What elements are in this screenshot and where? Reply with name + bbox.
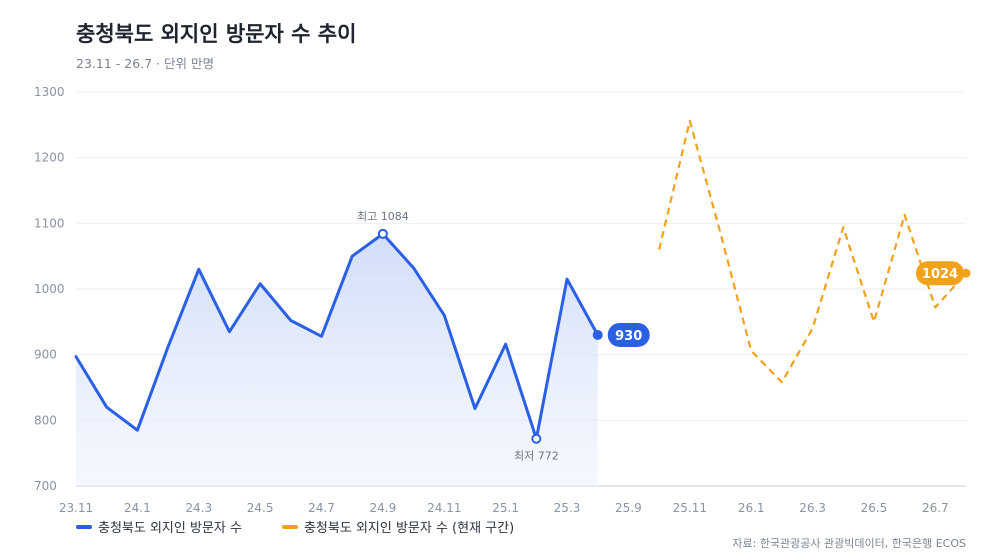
x-tick-label: 24.11	[427, 501, 461, 515]
y-tick-label: 800	[34, 413, 57, 427]
forecast-end-dot	[961, 268, 971, 278]
x-tick-label: 24.1	[124, 501, 151, 515]
legend-swatch-actual	[76, 524, 92, 529]
min-annotation: 최저 772	[514, 450, 559, 463]
annotation-layer: 최고 1084 최저 772 930 1024	[357, 210, 971, 463]
x-tick-label: 25.11	[673, 501, 707, 515]
legend: 충청북도 외지인 방문자 수 충청북도 외지인 방문자 수 (현재 구간)	[76, 517, 554, 536]
x-tick-label: 26.5	[861, 501, 888, 515]
x-tick-label: 24.9	[370, 501, 397, 515]
source-note: 자료: 한국관광공사 관광빅데이터, 한국은행 ECOS	[732, 537, 966, 550]
min-point-marker	[531, 433, 542, 444]
chart-subtitle: 23.11 - 26.7 · 단위 만명	[76, 56, 214, 71]
legend-label-forecast: 충청북도 외지인 방문자 수 (현재 구간)	[303, 521, 515, 536]
x-tick-label: 26.7	[922, 501, 949, 515]
y-tick-label: 1300	[34, 85, 65, 99]
actual-end-dot	[592, 329, 603, 340]
series-actual-area	[76, 233, 598, 486]
y-axis: 700 800 900 1000 1100 1200 1300	[34, 85, 65, 493]
y-tick-label: 900	[34, 348, 57, 362]
x-tick-label: 24.5	[247, 501, 274, 515]
legend-swatch-forecast	[281, 524, 298, 529]
chart-title: 충청북도 외지인 방문자 수 추이	[76, 22, 357, 46]
y-tick-label: 1100	[34, 216, 65, 230]
legend-label-actual: 충청북도 외지인 방문자 수	[98, 521, 242, 536]
y-tick-label: 700	[34, 479, 57, 493]
x-tick-label: 25.9	[615, 501, 642, 515]
x-tick-label: 24.3	[185, 501, 212, 515]
forecast-end-badge	[916, 261, 964, 286]
x-tick-label: 26.3	[799, 501, 826, 515]
actual-end-label: 930	[615, 329, 642, 344]
max-point-marker	[377, 228, 388, 239]
y-tick-label: 1200	[34, 151, 65, 165]
max-annotation: 최고 1084	[357, 210, 409, 223]
series-actual-line	[74, 232, 600, 441]
series-forecast-line	[658, 119, 967, 384]
x-tick-label: 26.1	[738, 501, 765, 515]
x-tick-label: 25.1	[492, 501, 519, 515]
forecast-end-label: 1024	[922, 267, 958, 282]
y-tick-label: 1000	[34, 282, 65, 296]
x-tick-label: 24.7	[308, 501, 335, 515]
x-tick-label: 23.11	[59, 501, 93, 515]
legend-item-actual[interactable]: 충청북도 외지인 방문자 수	[76, 517, 242, 536]
x-tick-label: 25.3	[554, 501, 581, 515]
x-axis: 23.11 24.1 24.3 24.5 24.7 24.9 24.11 25.1 25.3 25…	[59, 485, 966, 515]
actual-end-badge	[607, 322, 650, 347]
series-layer	[74, 119, 967, 486]
legend-item-forecast[interactable]: 충청북도 외지인 방문자 수 (현재 구간)	[281, 517, 515, 536]
